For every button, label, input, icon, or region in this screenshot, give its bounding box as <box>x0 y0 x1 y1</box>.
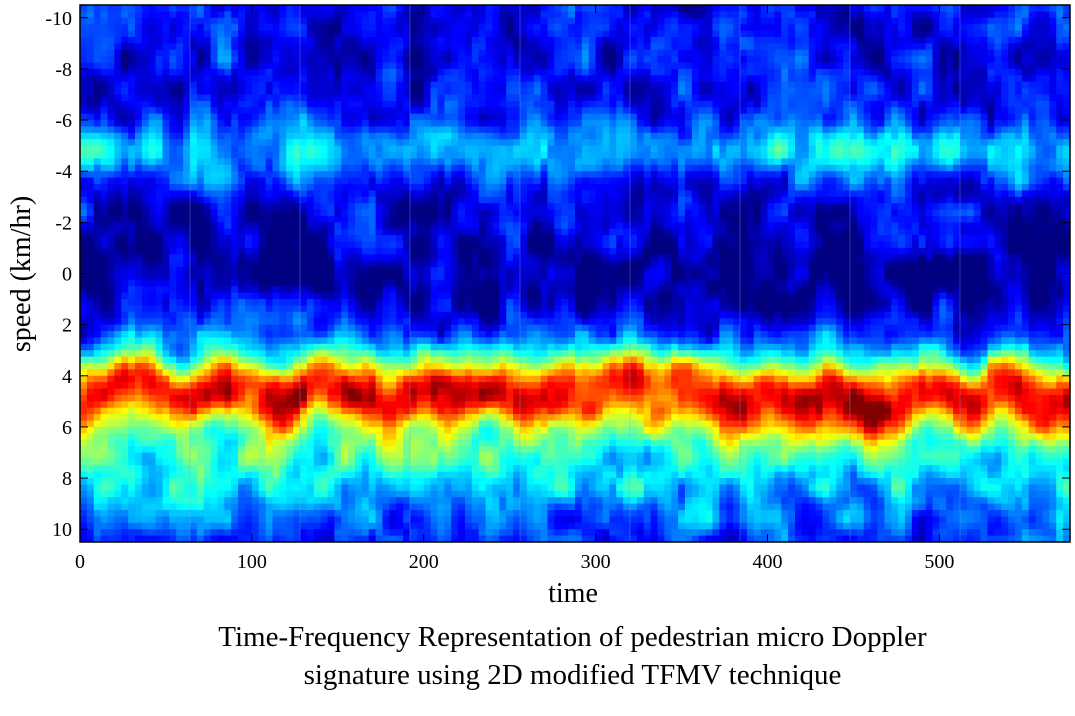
x-tick-label: 400 <box>753 551 783 573</box>
y-tick-label: -6 <box>55 110 72 132</box>
y-axis-ticks: -10 -8 -6 -4 -2 0 2 4 6 8 10 <box>45 8 1070 541</box>
y-tick-label: -10 <box>45 8 72 30</box>
caption-line-1: Time-Frequency Representation of pedestr… <box>218 621 927 653</box>
heatmap-cells <box>80 5 1070 542</box>
x-tick-label: 500 <box>924 551 954 573</box>
y-tick-label: 4 <box>62 366 72 388</box>
y-tick-label: -4 <box>55 161 72 183</box>
frame-boundaries <box>189 5 961 542</box>
y-tick-label: 0 <box>62 264 72 286</box>
x-axis-ticks: 0 100 200 300 400 500 <box>75 5 954 573</box>
x-tick-label: 300 <box>581 551 611 573</box>
y-tick-label: -8 <box>55 59 72 81</box>
y-tick-label: 6 <box>62 417 72 439</box>
x-tick-label: 0 <box>75 551 85 573</box>
y-tick-label: -2 <box>55 212 72 234</box>
y-tick-label: 10 <box>52 519 72 541</box>
x-tick-label: 100 <box>237 551 267 573</box>
x-tick-label: 200 <box>409 551 439 573</box>
y-tick-label: 2 <box>62 315 72 337</box>
x-axis-title: time <box>548 578 598 609</box>
y-axis-title: speed (km/hr) <box>6 196 37 352</box>
caption-line-2: signature using 2D modified TFMV techniq… <box>303 659 842 691</box>
y-tick-label: 8 <box>62 468 72 490</box>
